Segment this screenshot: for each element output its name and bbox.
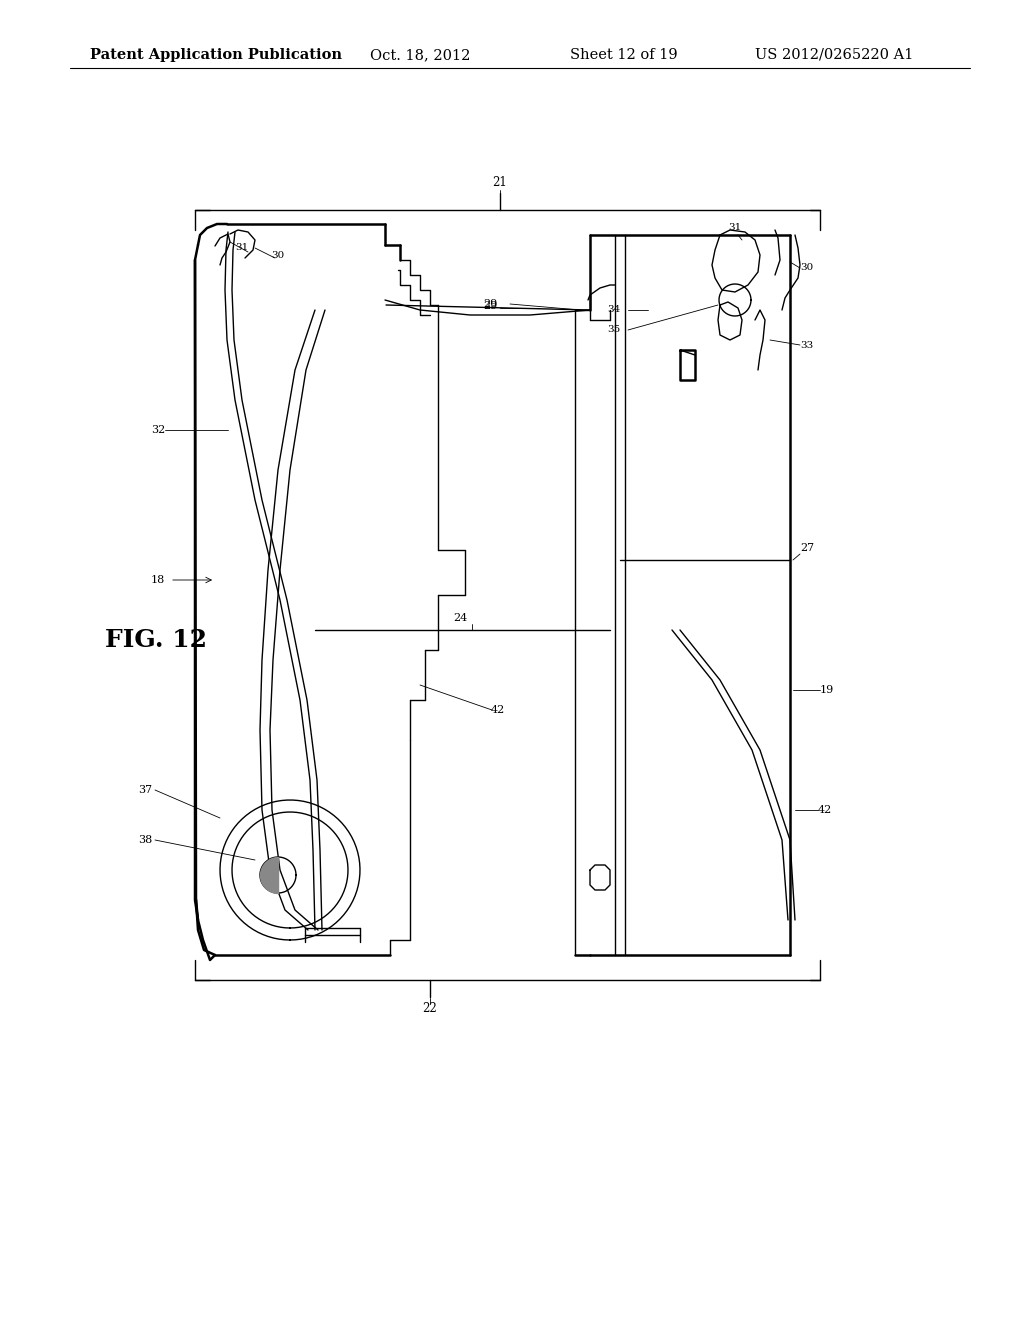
Text: 38: 38 — [138, 836, 153, 845]
Text: 31: 31 — [728, 223, 741, 232]
Text: FIG. 12: FIG. 12 — [105, 628, 207, 652]
Text: 33: 33 — [800, 341, 813, 350]
Text: 29: 29 — [483, 301, 497, 312]
Text: 37: 37 — [138, 785, 152, 795]
Text: Sheet 12 of 19: Sheet 12 of 19 — [570, 48, 678, 62]
Text: 34: 34 — [607, 305, 620, 314]
Text: 21: 21 — [493, 177, 507, 190]
Text: 22: 22 — [423, 1002, 437, 1015]
Text: 42: 42 — [818, 805, 833, 814]
Text: 31: 31 — [236, 243, 249, 252]
Text: 18: 18 — [151, 576, 165, 585]
Text: 42: 42 — [490, 705, 505, 715]
Text: 27: 27 — [800, 543, 814, 553]
Text: 30: 30 — [271, 251, 285, 260]
Text: US 2012/0265220 A1: US 2012/0265220 A1 — [755, 48, 913, 62]
Text: 30: 30 — [800, 264, 813, 272]
Text: 24: 24 — [453, 612, 467, 623]
Text: 35: 35 — [607, 326, 620, 334]
Text: Patent Application Publication: Patent Application Publication — [90, 48, 342, 62]
Text: Oct. 18, 2012: Oct. 18, 2012 — [370, 48, 470, 62]
Text: 19: 19 — [820, 685, 835, 696]
Text: 29: 29 — [483, 300, 497, 309]
Text: 32: 32 — [151, 425, 165, 436]
